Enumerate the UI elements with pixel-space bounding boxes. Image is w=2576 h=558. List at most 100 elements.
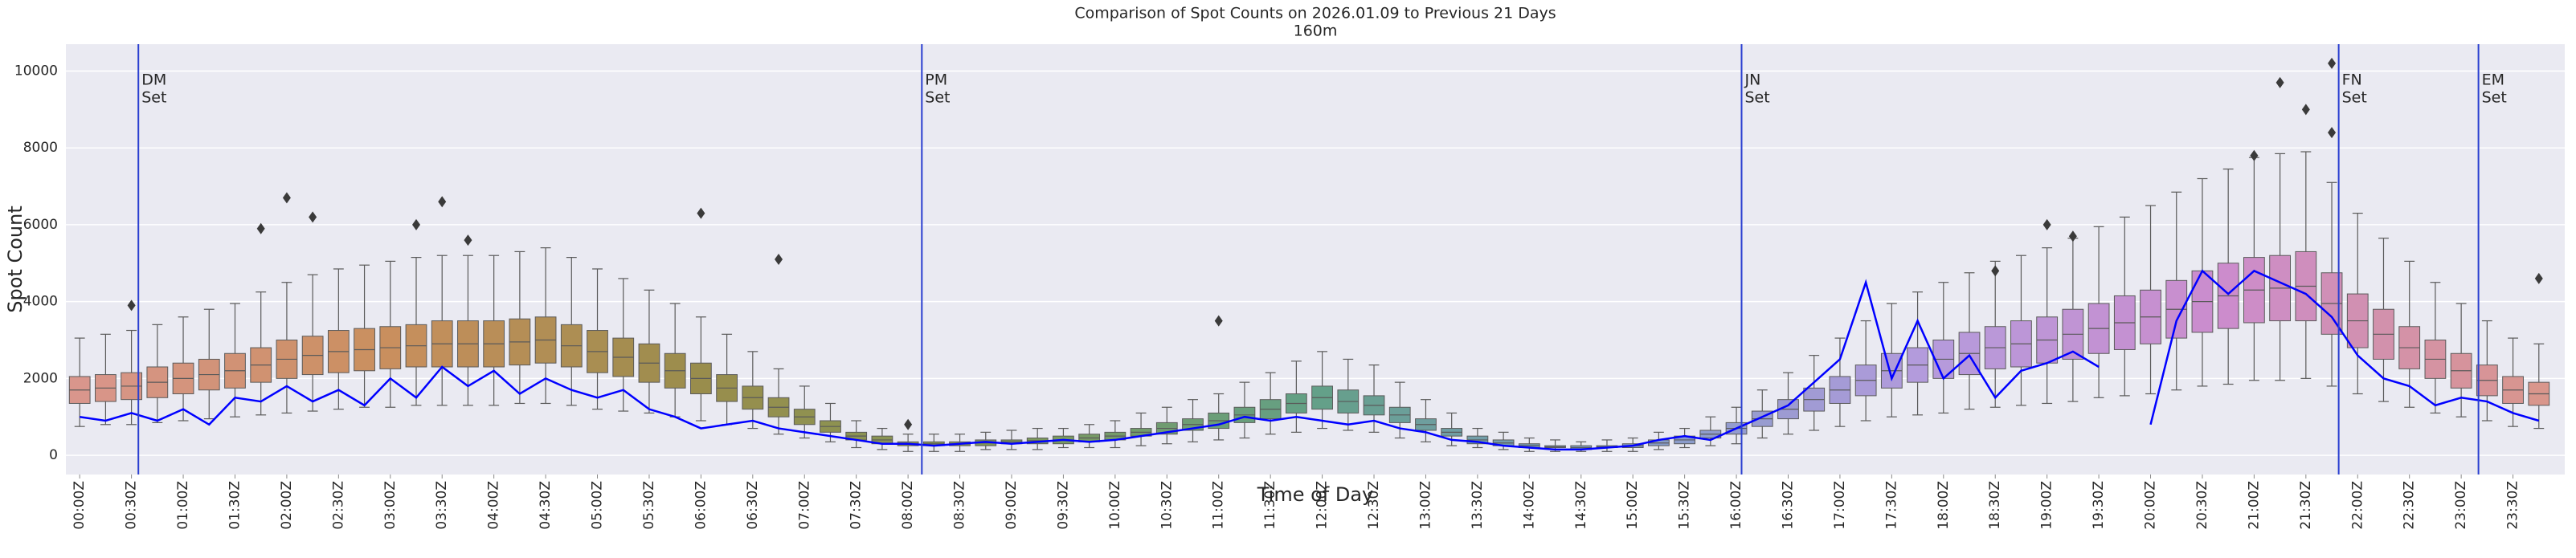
x-tick-label: 03:30Z	[434, 481, 450, 530]
box-group	[301, 274, 324, 412]
box-group	[354, 264, 375, 408]
x-tick-label: 01:00Z	[175, 481, 191, 530]
x-tick-label: 22:30Z	[2402, 481, 2418, 530]
box-group	[742, 351, 764, 430]
box-group	[793, 385, 816, 439]
x-tick-label: 13:00Z	[1417, 481, 1433, 530]
x-tick-label: 05:30Z	[641, 481, 657, 530]
outlier	[2275, 76, 2284, 88]
box-group	[1311, 351, 1333, 430]
box-group	[1388, 381, 1411, 439]
box-group	[457, 255, 479, 406]
box-group	[2346, 212, 2369, 395]
outlier	[2328, 127, 2337, 139]
box-group	[509, 250, 531, 405]
box-group	[68, 337, 91, 427]
box-group	[2269, 153, 2292, 381]
outlier	[464, 234, 472, 246]
box-group	[2502, 337, 2524, 427]
box-group	[95, 333, 117, 426]
box-group	[250, 291, 272, 416]
box-group	[1259, 372, 1282, 435]
box-group	[1285, 360, 1307, 433]
box-group	[2165, 191, 2188, 391]
box-group	[1803, 355, 1826, 431]
outlier	[2534, 272, 2543, 284]
box-group	[587, 268, 608, 410]
box-group	[2036, 247, 2059, 405]
y-tick-label: 0	[49, 447, 58, 463]
box-group	[767, 368, 790, 435]
outlier	[1991, 265, 2000, 277]
box-group	[2373, 238, 2394, 402]
x-tick-label: 20:00Z	[2143, 481, 2159, 530]
y-tick-label: 10000	[14, 63, 58, 79]
box-group	[1000, 430, 1023, 450]
box-group	[327, 268, 350, 410]
outlier	[2068, 230, 2077, 242]
box-group	[483, 255, 505, 406]
outlier	[309, 211, 317, 223]
reference-label: Set	[1745, 89, 1770, 107]
x-tick-label: 08:30Z	[952, 481, 968, 530]
box-group	[431, 255, 453, 406]
box-group	[2087, 226, 2110, 398]
reference-label: FN	[2342, 71, 2362, 89]
x-tick-label: 11:00Z	[1211, 481, 1227, 530]
chart-title: Comparison of Spot Counts on 2026.01.09 …	[1074, 5, 1556, 22]
box-group	[224, 303, 246, 417]
y-tick-label: 4000	[23, 294, 58, 310]
x-tick-label: 16:30Z	[1780, 481, 1796, 530]
box-group	[2217, 168, 2239, 385]
reference-label: Set	[2342, 89, 2367, 107]
box-group	[2476, 320, 2498, 422]
box-group	[2295, 151, 2317, 379]
x-tick-label: 20:30Z	[2194, 481, 2210, 530]
outlier	[2301, 104, 2310, 116]
outlier	[697, 207, 705, 219]
y-axis-label: Spot Count	[4, 206, 27, 312]
y-tick-label: 2000	[23, 370, 58, 386]
y-tick-label: 6000	[23, 217, 58, 233]
plot-background	[66, 44, 2565, 475]
box-group	[1984, 260, 2006, 408]
box-group	[1880, 303, 1903, 417]
box-group	[1907, 291, 1928, 416]
x-tick-label: 07:00Z	[796, 481, 812, 530]
outlier	[256, 222, 265, 234]
x-tick-label: 14:00Z	[1521, 481, 1537, 530]
x-tick-label: 16:00Z	[1728, 481, 1744, 530]
box-group	[2398, 260, 2421, 408]
box-group	[534, 247, 557, 405]
box-group	[2010, 255, 2032, 406]
x-axis-label: Time of Day	[1257, 483, 1374, 506]
x-tick-label: 21:30Z	[2298, 481, 2314, 530]
x-tick-label: 15:00Z	[1625, 481, 1641, 530]
x-tick-label: 09:30Z	[1055, 481, 1071, 530]
x-tick-label: 17:00Z	[1832, 481, 1848, 530]
box-group	[638, 289, 660, 414]
reference-label: EM	[2482, 71, 2504, 89]
today-line	[79, 269, 2540, 451]
box-group	[172, 316, 194, 422]
x-tick-label: 18:30Z	[1987, 481, 2003, 530]
x-tick-label: 00:00Z	[72, 481, 88, 530]
box-group	[146, 324, 169, 423]
outlier	[904, 418, 913, 430]
x-tick-label: 10:00Z	[1107, 481, 1123, 530]
box-group	[1570, 441, 1593, 452]
outlier	[412, 218, 421, 230]
x-tick-label: 13:30Z	[1470, 481, 1486, 530]
x-tick-label: 10:30Z	[1159, 481, 1175, 530]
x-tick-label: 02:30Z	[330, 481, 346, 530]
box-group	[922, 434, 945, 452]
box-group	[379, 260, 402, 408]
outlier	[438, 196, 447, 208]
x-tick-label: 12:00Z	[1315, 481, 1331, 530]
box-group	[198, 308, 220, 420]
reference-label: Set	[925, 89, 950, 107]
box-group	[820, 402, 841, 442]
box-group	[560, 257, 583, 406]
box-group	[2528, 343, 2550, 430]
box-group	[690, 316, 712, 422]
